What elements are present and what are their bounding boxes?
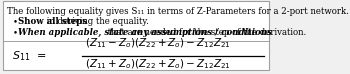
Text: The following equality gives S₁₁ in terms of Z-Parameters for a 2-port network.: The following equality gives S₁₁ in term… — [7, 7, 349, 16]
Text: in deriving the equality.: in deriving the equality. — [44, 17, 149, 26]
Text: •: • — [13, 28, 18, 37]
Text: $(Z_{11} + Z_o)(Z_{22} + Z_o) - Z_{12}Z_{21}$: $(Z_{11} + Z_o)(Z_{22} + Z_o) - Z_{12}Z_… — [85, 57, 231, 71]
Text: that are needed for the step of the derivation.: that are needed for the step of the deri… — [105, 28, 307, 37]
Text: Show all steps: Show all steps — [18, 17, 88, 26]
Text: $(Z_{11} - Z_o)(Z_{22} + Z_o) - Z_{12}Z_{21}$: $(Z_{11} - Z_o)(Z_{22} + Z_o) - Z_{12}Z_… — [85, 36, 231, 50]
FancyBboxPatch shape — [4, 1, 269, 70]
Text: When applicable, state any assumptions / conditions: When applicable, state any assumptions /… — [18, 28, 272, 37]
Text: $S_{11}$  =: $S_{11}$ = — [12, 49, 46, 63]
Text: •: • — [13, 17, 18, 26]
